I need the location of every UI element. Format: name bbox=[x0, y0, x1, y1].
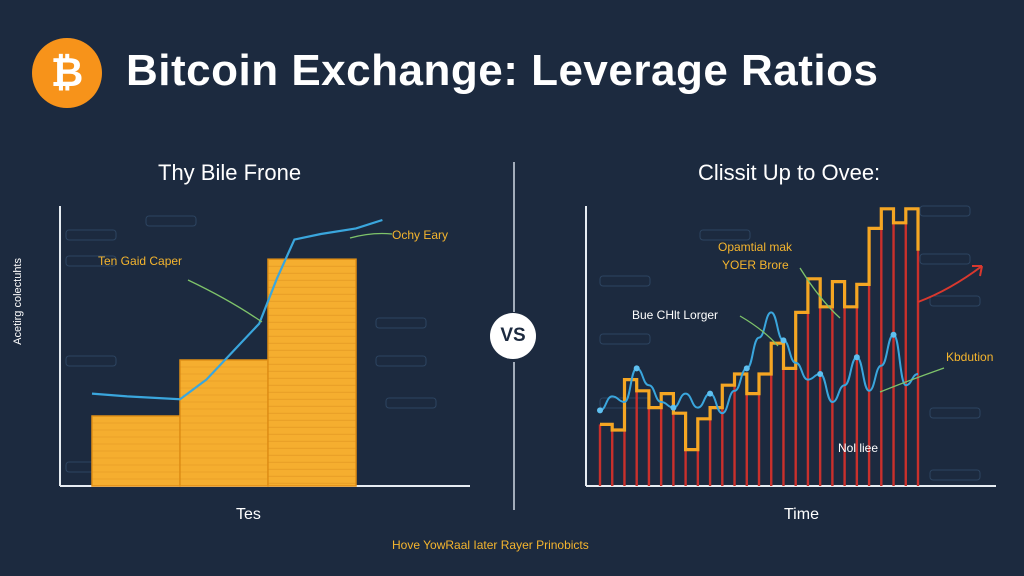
right-blue-line bbox=[599, 311, 919, 415]
left-chart-ylabel: Acetirg colectuhts bbox=[12, 258, 24, 345]
right-blue-point-15 bbox=[780, 337, 787, 344]
background-grid-arrow-12 bbox=[919, 253, 971, 265]
right-trend-arrow bbox=[917, 265, 983, 303]
right-blue-point-24 bbox=[890, 331, 897, 338]
vs-badge: VS bbox=[490, 313, 536, 359]
right-blue-point-0 bbox=[597, 407, 603, 414]
right-blue-point-21 bbox=[853, 354, 860, 361]
right-blue-point-9 bbox=[707, 390, 714, 397]
background-grid-arrow-16 bbox=[699, 229, 751, 241]
left-bar-2 bbox=[267, 258, 357, 487]
footer-caption: Hove YowRaal Iater Rayer Prinobicts bbox=[392, 538, 589, 552]
left-annotation-leader-1 bbox=[187, 279, 263, 323]
page-title: Bitcoin Exchange: Leverage Ratios bbox=[126, 46, 879, 95]
right-blue-point-6 bbox=[670, 404, 677, 411]
background-grid-arrow-13 bbox=[929, 295, 981, 307]
bitcoin-logo-icon: ₿ bbox=[32, 38, 102, 108]
background-grid-arrow-11 bbox=[919, 205, 971, 217]
background-grid-arrow-2 bbox=[65, 255, 117, 267]
right-annotation-3: Bue CHlt Lorger bbox=[632, 308, 719, 322]
right-annotation-5: Nol liee bbox=[838, 441, 879, 455]
left-trend-line bbox=[91, 218, 383, 401]
right-annotation-1: Opamtial mak bbox=[718, 240, 793, 254]
background-grid-arrow-3 bbox=[375, 317, 427, 329]
background-grid-arrow-4 bbox=[385, 397, 437, 409]
right-trend-arrowhead bbox=[972, 265, 983, 277]
background-grid-arrow-8 bbox=[599, 275, 651, 287]
right-annotation-4: Kbdution bbox=[946, 350, 994, 364]
right-step-line bbox=[600, 207, 920, 452]
right-blue-point-18 bbox=[817, 371, 824, 377]
right-annotation-2: YOER Brore bbox=[722, 258, 789, 272]
left-chart-xlabel: Tes bbox=[236, 506, 261, 523]
background-grid-arrow-15 bbox=[929, 469, 981, 481]
left-annotation-2: Ochy Eary bbox=[392, 228, 449, 242]
right-chart-xlabel: Time bbox=[784, 506, 819, 523]
right-chart-title: Clissit Up to Ovee: bbox=[698, 160, 881, 185]
background-grid-arrow-6 bbox=[375, 355, 427, 367]
right-annotation-leader-1 bbox=[799, 267, 841, 319]
background-grid-arrow-9 bbox=[599, 333, 651, 345]
left-annotation-leader-2 bbox=[349, 232, 393, 239]
background-grid-arrow-0 bbox=[65, 229, 117, 241]
right-blue-point-12 bbox=[743, 365, 750, 372]
background-grid-arrow-1 bbox=[145, 215, 197, 227]
background-grid-arrow-14 bbox=[929, 407, 981, 419]
left-annotation-1: Ten Gaid Caper bbox=[98, 254, 183, 268]
right-annotation-leader-2 bbox=[739, 315, 779, 347]
background-grid-arrow-5 bbox=[65, 355, 117, 367]
right-annotation-leader-3 bbox=[879, 367, 945, 393]
right-blue-point-3 bbox=[633, 365, 640, 372]
bitcoin-symbol: ₿ bbox=[50, 50, 84, 96]
left-chart-title: Thy Bile Frone bbox=[158, 160, 302, 185]
